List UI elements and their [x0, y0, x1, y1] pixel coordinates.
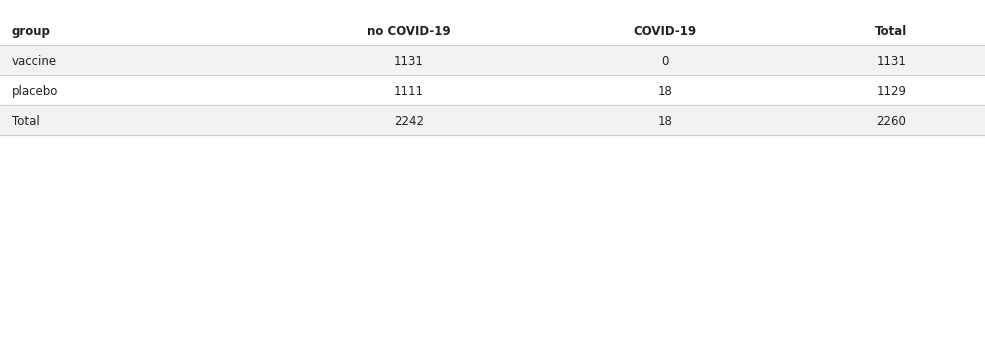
Text: 1131: 1131: [877, 55, 906, 68]
Text: COVID-19: COVID-19: [633, 25, 696, 38]
Text: Total: Total: [876, 25, 907, 38]
Text: 18: 18: [657, 115, 673, 128]
Text: 0: 0: [661, 55, 669, 68]
Bar: [0, 45, 985, 75]
Text: no COVID-19: no COVID-19: [367, 25, 450, 38]
Text: placebo: placebo: [12, 85, 58, 98]
Text: 18: 18: [657, 85, 673, 98]
Text: group: group: [12, 25, 50, 38]
Text: 1111: 1111: [394, 85, 424, 98]
Text: 2260: 2260: [877, 115, 906, 128]
Text: vaccine: vaccine: [12, 55, 57, 68]
Text: 1129: 1129: [877, 85, 906, 98]
Bar: [0, 15, 985, 45]
Text: 1131: 1131: [394, 55, 424, 68]
Bar: [0, 105, 985, 135]
Text: 2242: 2242: [394, 115, 424, 128]
Bar: [0, 75, 985, 105]
Text: Total: Total: [12, 115, 39, 128]
